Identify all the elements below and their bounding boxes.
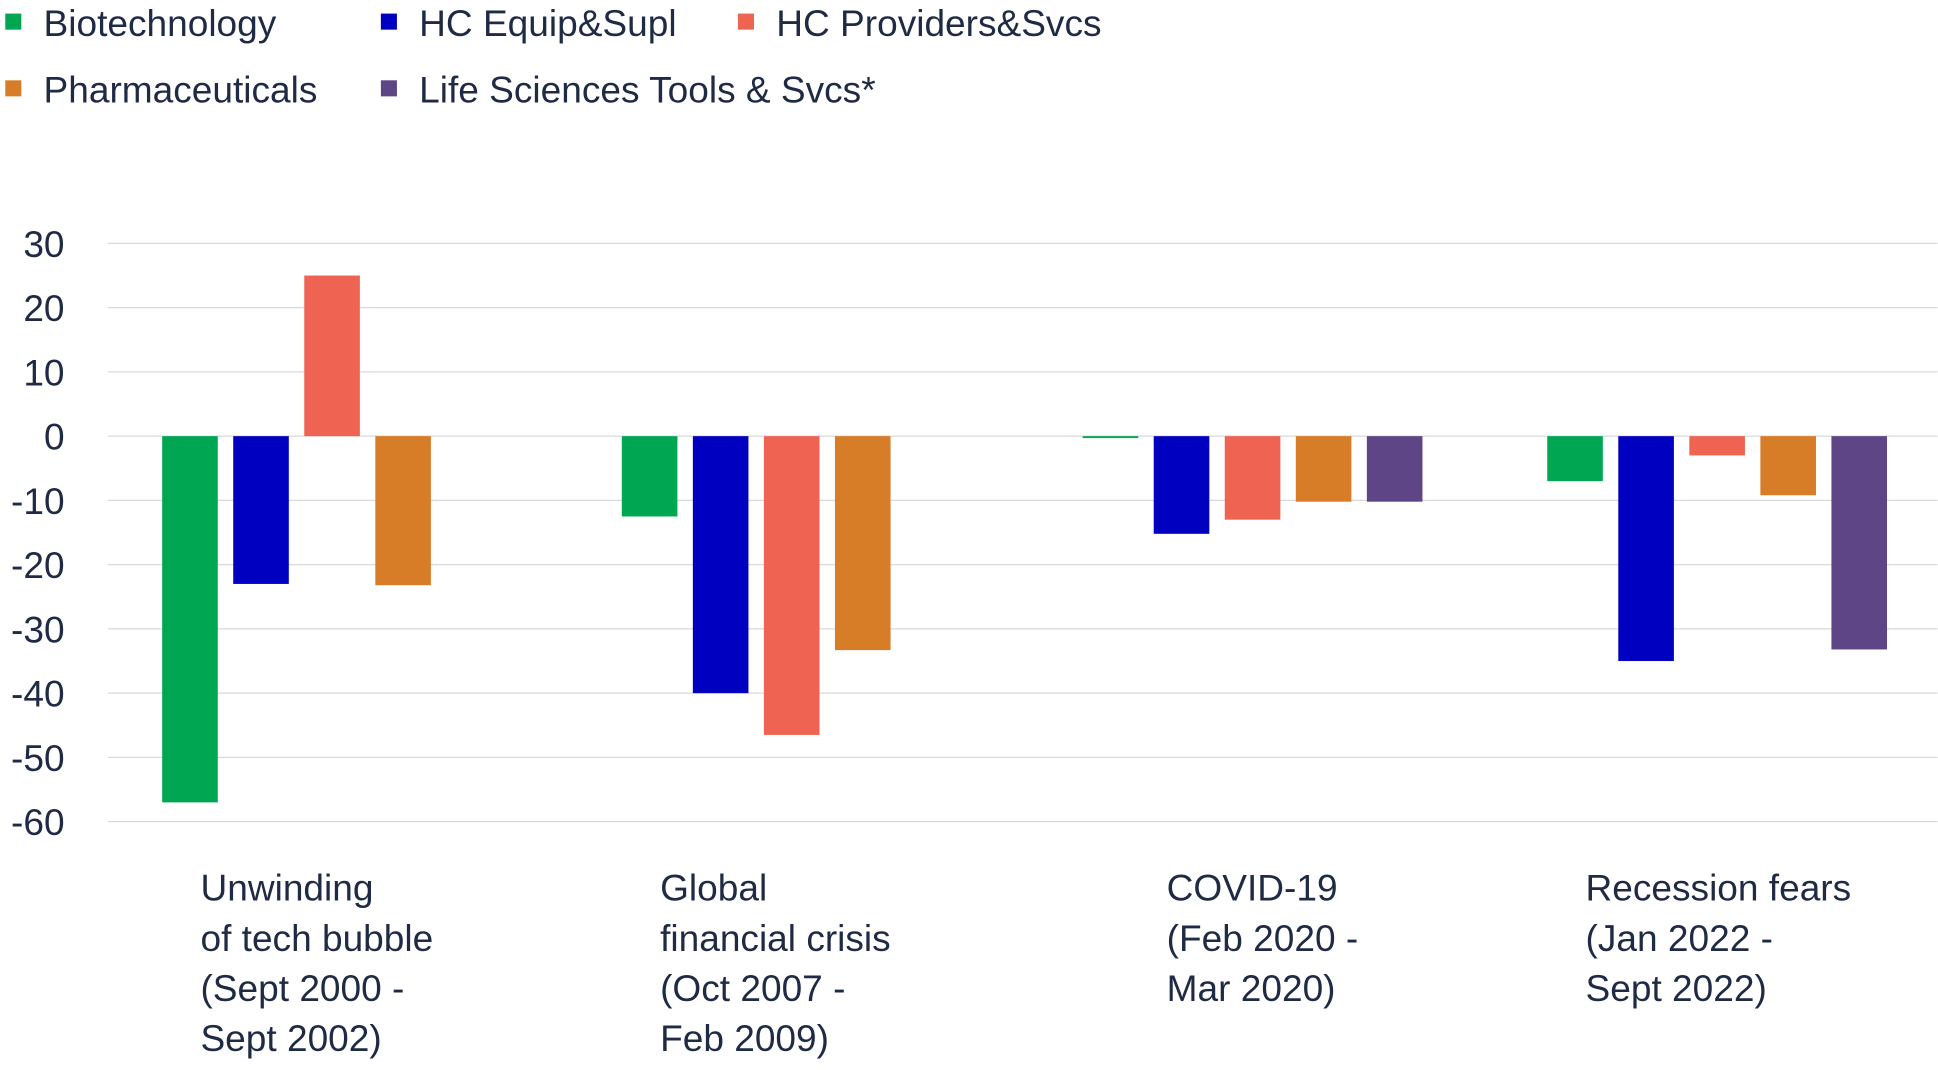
legend-swatch-4: [380, 80, 397, 97]
x-category-label: (Oct 2007 -: [660, 967, 845, 1009]
x-category-label: Sept 2022): [1586, 967, 1767, 1009]
bar-biotechnology-3: [1547, 436, 1603, 482]
x-category-label: (Feb 2020 -: [1167, 917, 1359, 959]
legend-label: Biotechnology: [44, 2, 277, 44]
bar-biotechnology-2: [1082, 436, 1139, 439]
y-tick-label: 10: [23, 351, 64, 393]
x-category-label: (Sept 2000 -: [200, 967, 404, 1009]
bar-hc-providers-svcs-2: [1224, 436, 1281, 520]
x-category-label: Unwinding: [200, 867, 373, 909]
bar-life-sciences-tools-svcs--2: [1366, 436, 1423, 502]
bar-biotechnology-0: [162, 436, 218, 803]
x-category-label: Recession fears: [1586, 867, 1852, 909]
y-tick-label: -30: [11, 608, 65, 650]
bar-biotechnology-1: [621, 436, 678, 517]
legend-swatch-1: [380, 13, 397, 30]
bar-hc-equip-supl-1: [692, 436, 749, 694]
bar-pharmaceuticals-2: [1295, 436, 1352, 502]
y-tick-label: 20: [23, 287, 64, 329]
bar-pharmaceuticals-3: [1760, 436, 1816, 496]
x-category-label: financial crisis: [660, 917, 891, 959]
x-category-label: Global: [660, 867, 767, 909]
y-tick-label: -20: [11, 544, 65, 586]
bar-hc-equip-supl-2: [1153, 436, 1210, 534]
x-category-label: COVID-19: [1167, 867, 1338, 909]
bar-hc-providers-svcs-3: [1689, 436, 1745, 456]
y-tick-label: -50: [11, 737, 65, 779]
legend-label: HC Providers&Svcs: [776, 2, 1101, 44]
legend: Biotechnology HC Equip&Supl HC Providers&S…: [5, 2, 1102, 111]
bar-hc-providers-svcs-0: [304, 275, 360, 437]
x-category-label: Sept 2002): [200, 1017, 381, 1059]
x-category-label: Mar 2020): [1167, 967, 1336, 1009]
bar-pharmaceuticals-0: [375, 436, 431, 586]
bar-hc-providers-svcs-1: [763, 436, 820, 735]
bar-hc-equip-supl-3: [1618, 436, 1674, 662]
y-tick-label: 0: [44, 416, 65, 458]
legend-swatch-0: [5, 13, 22, 30]
x-category-label: (Jan 2022 -: [1586, 917, 1773, 959]
x-category-label: of tech bubble: [200, 917, 433, 959]
legend-label: Pharmaceuticals: [44, 69, 318, 111]
legend-label: HC Equip&Supl: [419, 2, 676, 44]
y-axis: 30 20 10 0 -10 -20 -30 -40 -50 -60: [11, 223, 65, 843]
bar-pharmaceuticals-1: [834, 436, 891, 651]
x-axis-labels: Unwinding of tech bubble (Sept 2000 - Sept …: [200, 867, 1851, 1059]
legend-swatch-3: [5, 80, 22, 97]
legend-label: Life Sciences Tools & Svcs*: [419, 69, 875, 111]
y-tick-label: -10: [11, 480, 65, 522]
y-tick-label: -40: [11, 673, 65, 715]
bar-life-sciences-tools-svcs--3: [1831, 436, 1888, 650]
bar-hc-equip-supl-0: [233, 436, 289, 584]
y-tick-label: 30: [23, 223, 64, 265]
bars: [162, 275, 1888, 803]
x-category-label: Feb 2009): [660, 1017, 829, 1059]
y-tick-label: -60: [11, 801, 65, 843]
legend-swatch-2: [737, 13, 755, 30]
